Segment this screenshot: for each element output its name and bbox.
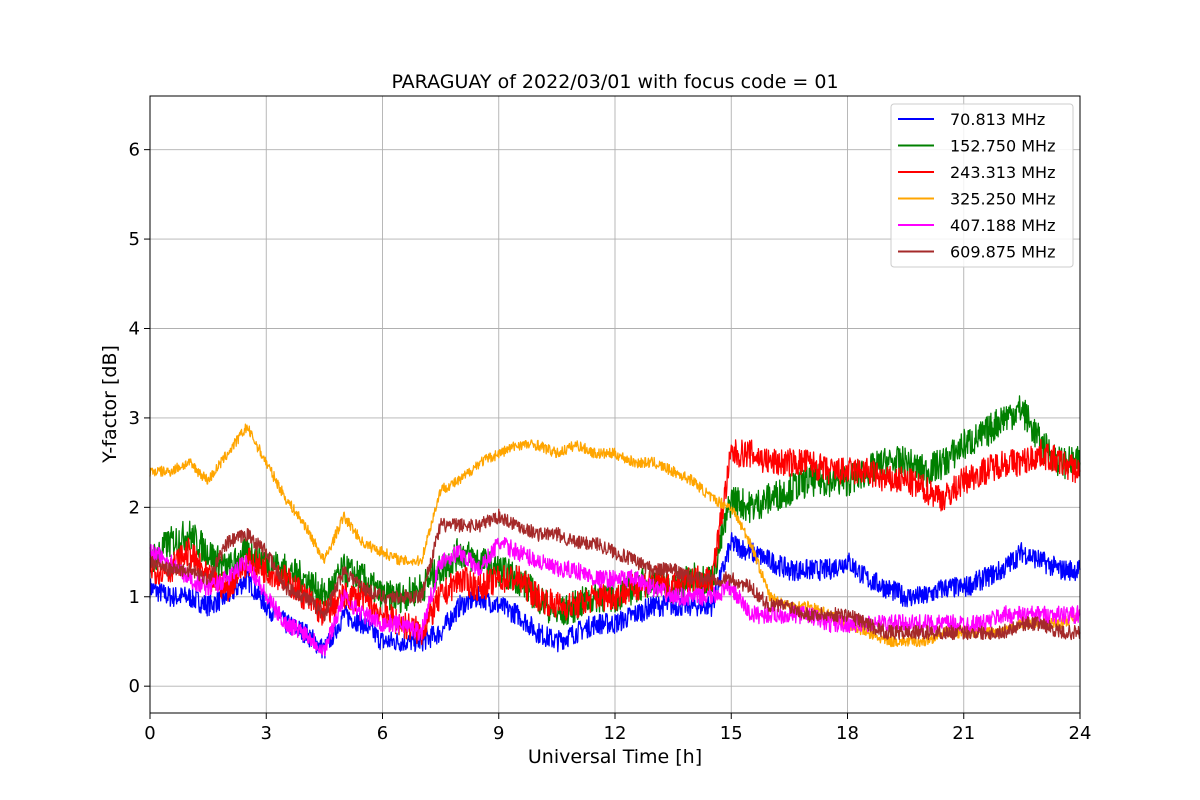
legend-box: [890, 103, 1074, 268]
legend: 70.813 MHz 152.750 MHz 243.313 MHz 325.250 …: [890, 103, 1074, 268]
y-tick-label: 0: [129, 676, 140, 697]
legend-label: 70.813 MHz: [950, 110, 1045, 129]
x-tick-label: 9: [493, 723, 504, 744]
series-line: [149, 508, 1081, 641]
legend-label: 243.313 MHz: [950, 163, 1055, 182]
legend-label: 609.875 MHz: [950, 243, 1055, 262]
legend-label: 152.750 MHz: [950, 137, 1055, 156]
y-tick-label: 3: [129, 408, 140, 429]
x-tick-label: 3: [261, 723, 272, 744]
legend-label: 407.188 MHz: [950, 216, 1055, 235]
chart-title: PARAGUAY of 2022/03/01 with focus code =…: [391, 71, 838, 93]
x-axis: 0 3 6 9 12 15 18 21 24: [144, 713, 1091, 744]
y-tick-label: 2: [129, 497, 140, 518]
x-tick-label: 6: [377, 723, 388, 744]
y-axis-label: Y-factor [dB]: [99, 345, 121, 464]
x-tick-label: 15: [720, 723, 743, 744]
y-tick-label: 1: [129, 587, 140, 608]
x-tick-label: 12: [604, 723, 627, 744]
series-layer: [149, 395, 1081, 659]
y-axis: 0 1 2 3 4 5 6: [129, 140, 150, 697]
series-line: [149, 537, 1081, 657]
series-line: [149, 439, 1081, 646]
y-tick-label: 4: [129, 318, 140, 339]
x-tick-label: 24: [1069, 723, 1092, 744]
x-tick-label: 0: [144, 723, 155, 744]
series-line: [149, 395, 1081, 626]
series-line: [149, 423, 1081, 648]
x-tick-label: 18: [836, 723, 859, 744]
y-tick-label: 6: [129, 140, 140, 161]
x-axis-label: Universal Time [h]: [528, 746, 702, 768]
y-tick-label: 5: [129, 229, 140, 250]
x-tick-label: 21: [952, 723, 975, 744]
legend-label: 325.250 MHz: [950, 190, 1055, 209]
